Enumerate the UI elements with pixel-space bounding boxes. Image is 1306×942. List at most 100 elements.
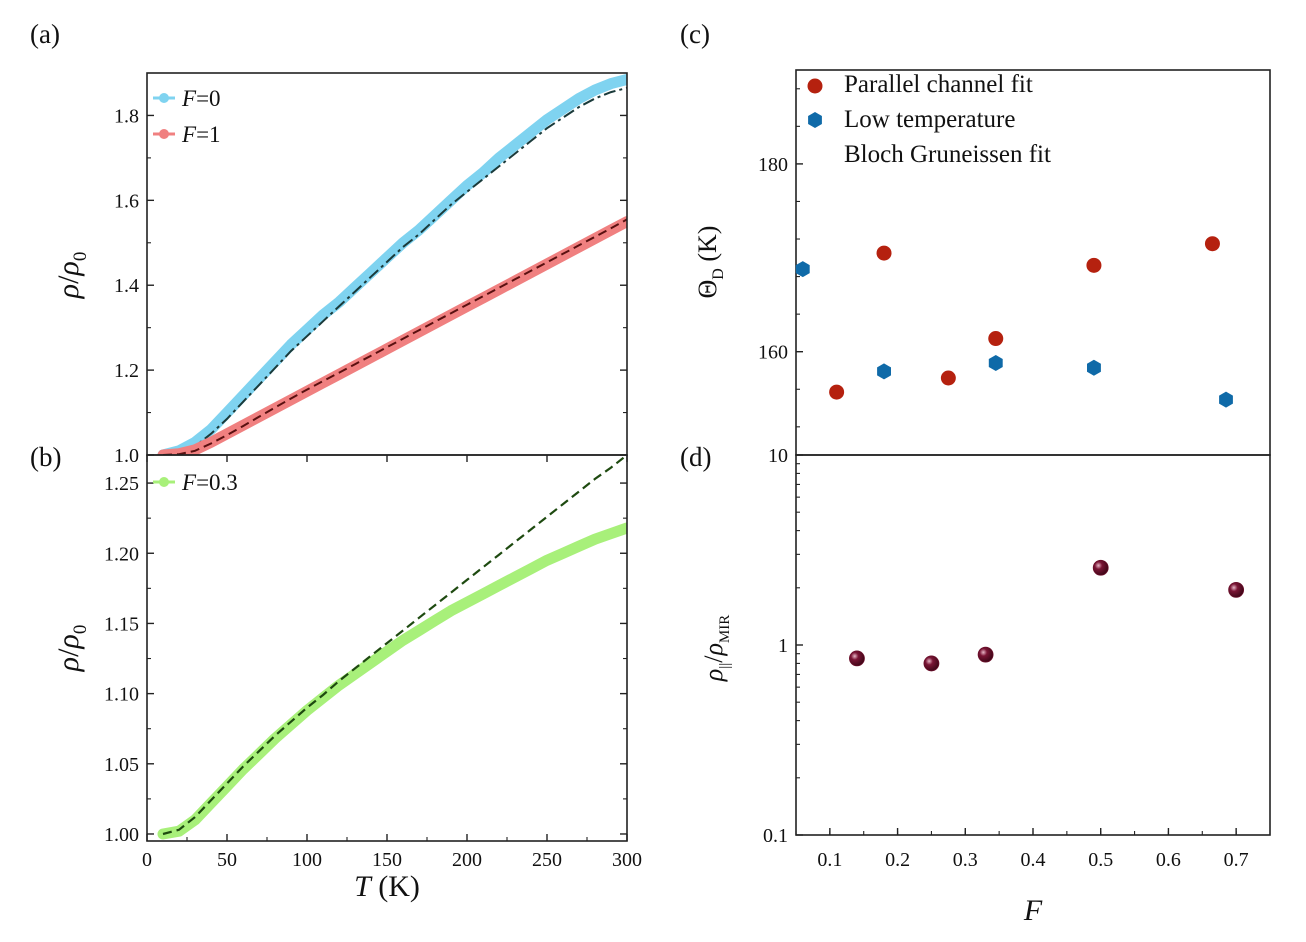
- parallel-fit-point: [876, 245, 892, 261]
- legend-c: Parallel channel fit Low temperature Blo…: [807, 71, 1051, 168]
- panel-1-ytick-label-2: 1.10: [104, 684, 139, 706]
- panel-1-xtick-label-2: 100: [292, 849, 322, 871]
- panel-3-xtick-label-5: 0.6: [1156, 849, 1181, 871]
- panel-1-xtick-label-6: 300: [612, 849, 642, 871]
- panel-1-xtick-label-4: 200: [452, 849, 482, 871]
- panel-3-ytick-label-2: 10: [768, 445, 788, 467]
- parallel-fit-point: [940, 370, 956, 386]
- low-temperature-point: [1219, 391, 1233, 408]
- panel-label-d: (d): [680, 442, 711, 472]
- panel-1-ytick-label-4: 1.20: [104, 543, 139, 565]
- y-axis-a: 1.0 1.2 1.4 1.6 1.8: [114, 105, 627, 467]
- y-axis-title-a: ρ/ρ0: [52, 252, 91, 300]
- low-temperature-point: [1087, 359, 1101, 376]
- panel-3-ytick-label-1: 1: [778, 635, 788, 657]
- panel-3-xtick-label-0: 0.1: [817, 849, 842, 871]
- legend-label-parallel: Parallel channel fit: [844, 71, 1033, 98]
- legend-b: F=0.3: [153, 470, 238, 495]
- legend-label-low-temperature: Low temperature: [844, 106, 1015, 133]
- legend-a: F=0 F=1: [153, 86, 221, 147]
- x-axis-title-b-var: T: [354, 870, 373, 903]
- y-axis-title-d: ρ||/ρMIR: [699, 615, 733, 683]
- panel-label-b: (b): [30, 442, 61, 472]
- panel-1-ytick-label-1: 1.05: [104, 754, 139, 776]
- parallel-fit-point: [988, 331, 1004, 347]
- plot-frame-d: [795, 454, 1271, 836]
- scatter-points-d: [849, 559, 1245, 672]
- resistivity-ratio-point: [1228, 581, 1245, 598]
- legend-label-f03: F=0.3: [181, 470, 238, 495]
- series-f03-fit-line: [162, 455, 627, 836]
- legend-label-f03-rest: =0.3: [196, 470, 238, 495]
- legend-item-f1: F=1: [153, 122, 221, 147]
- y-axis-c: 160 180: [758, 88, 803, 428]
- panel-3-ytick-label-0: 0.1: [763, 825, 788, 847]
- legend-label-f1: F=1: [181, 122, 221, 147]
- series-f0-fit-line: [162, 86, 627, 455]
- panel-0-ytick-label-3: 1.6: [114, 190, 139, 212]
- x-axis-title-b-unit: (K): [371, 870, 420, 903]
- panel-2-ytick-label-1: 180: [758, 154, 788, 176]
- panel-0-ytick-label-4: 1.8: [114, 105, 139, 127]
- legend-label-f0: F=0: [181, 86, 221, 111]
- legend-label-bloch-gruneissen: Bloch Gruneissen fit: [844, 141, 1051, 168]
- resistivity-ratio-point: [923, 655, 940, 672]
- x-axis-b: 0 50 100 150 200 250 300: [142, 455, 642, 871]
- legend-marker-f0: [159, 93, 169, 103]
- resistivity-ratio-point: [1092, 559, 1109, 576]
- legend-marker-f1: [159, 129, 169, 139]
- panel-label-c: (c): [680, 19, 710, 49]
- panel-3-xtick-label-2: 0.3: [953, 849, 978, 871]
- x-axis-title-b: T (K): [354, 870, 420, 903]
- legend-item-f0: F=0: [153, 86, 221, 111]
- panel-1-ytick-label-3: 1.15: [104, 613, 139, 635]
- legend-item-low-temperature: Low temperature Bloch Gruneissen fit: [808, 106, 1051, 168]
- panel-label-a: (a): [30, 19, 60, 49]
- panel-1-ytick-label-0: 1.00: [104, 824, 139, 846]
- legend-label-f0-rest: =0: [196, 86, 220, 111]
- panel-3-xtick-label-4: 0.5: [1088, 849, 1113, 871]
- panel-a: 1.01.21.41.61.8 F=0 F=1 ρ/ρ0: [52, 72, 628, 467]
- resistivity-ratio-point: [849, 650, 865, 667]
- series-f1-fit-line: [162, 218, 627, 455]
- parallel-fit-point: [829, 384, 845, 400]
- panel-0-ytick-label-1: 1.2: [114, 360, 139, 382]
- resistivity-ratio-point: [977, 646, 994, 663]
- panel-1-xtick-label-3: 150: [372, 849, 402, 871]
- legend-label-f1-var: F: [181, 122, 197, 147]
- legend-label-f1-rest: =1: [196, 122, 220, 147]
- x-axis-d: 0.1 0.2 0.3 0.4 0.5 0.6 0.7: [795, 828, 1249, 871]
- panel-2-ytick-label-0: 160: [758, 342, 788, 364]
- panel-0-ytick-label-2: 1.4: [114, 275, 139, 297]
- legend-item-f03: F=0.3: [153, 470, 238, 495]
- panel-1-xtick-label-0: 0: [142, 849, 152, 871]
- legend-marker-low-temperature: [808, 112, 822, 128]
- panel-1-ytick-label-5: 1.25: [104, 473, 139, 495]
- legend-label-f0-var: F: [181, 86, 197, 111]
- legend-label-f03-var: F: [181, 470, 197, 495]
- y-axis-d: 0.1 1 10: [763, 445, 803, 847]
- series-f1-line: [157, 216, 627, 455]
- panel-b: 1.00 1.05 1.10 1.15 1.20 1.25 0 50 100 150 200 250…: [52, 454, 642, 903]
- scatter-points-c: [795, 236, 1233, 408]
- parallel-fit-point: [1086, 257, 1102, 273]
- panel-d: 0.1 1 10 0.1 0.2 0.3 0.4 0.5 0.6 0.7 ρ||/ρMIR F: [699, 445, 1271, 927]
- low-temperature-point: [795, 261, 810, 278]
- panel-3-xtick-label-3: 0.4: [1021, 849, 1046, 871]
- parallel-fit-point: [1204, 236, 1220, 252]
- legend-marker-parallel: [807, 78, 823, 94]
- x-axis-title-d: F: [1023, 894, 1043, 927]
- panel-1-xtick-label-5: 250: [532, 849, 562, 871]
- panel-3-xtick-label-6: 0.7: [1224, 849, 1249, 871]
- y-axis-title-b: ρ/ρ0: [52, 625, 91, 673]
- series-f03-line: [157, 522, 627, 840]
- panel-c: 160 180 Parallel channel fit Low temperat…: [693, 69, 1271, 456]
- legend-marker-f03: [159, 477, 169, 487]
- y-axis-b: 1.00 1.05 1.10 1.15 1.20 1.25: [104, 473, 627, 846]
- low-temperature-point: [988, 355, 1003, 371]
- panel-3-xtick-label-1: 0.2: [885, 849, 910, 871]
- y-axis-title-c: ΘD (K): [693, 226, 727, 299]
- panel-1-xtick-label-1: 50: [217, 849, 237, 871]
- legend-item-parallel: Parallel channel fit: [807, 71, 1033, 98]
